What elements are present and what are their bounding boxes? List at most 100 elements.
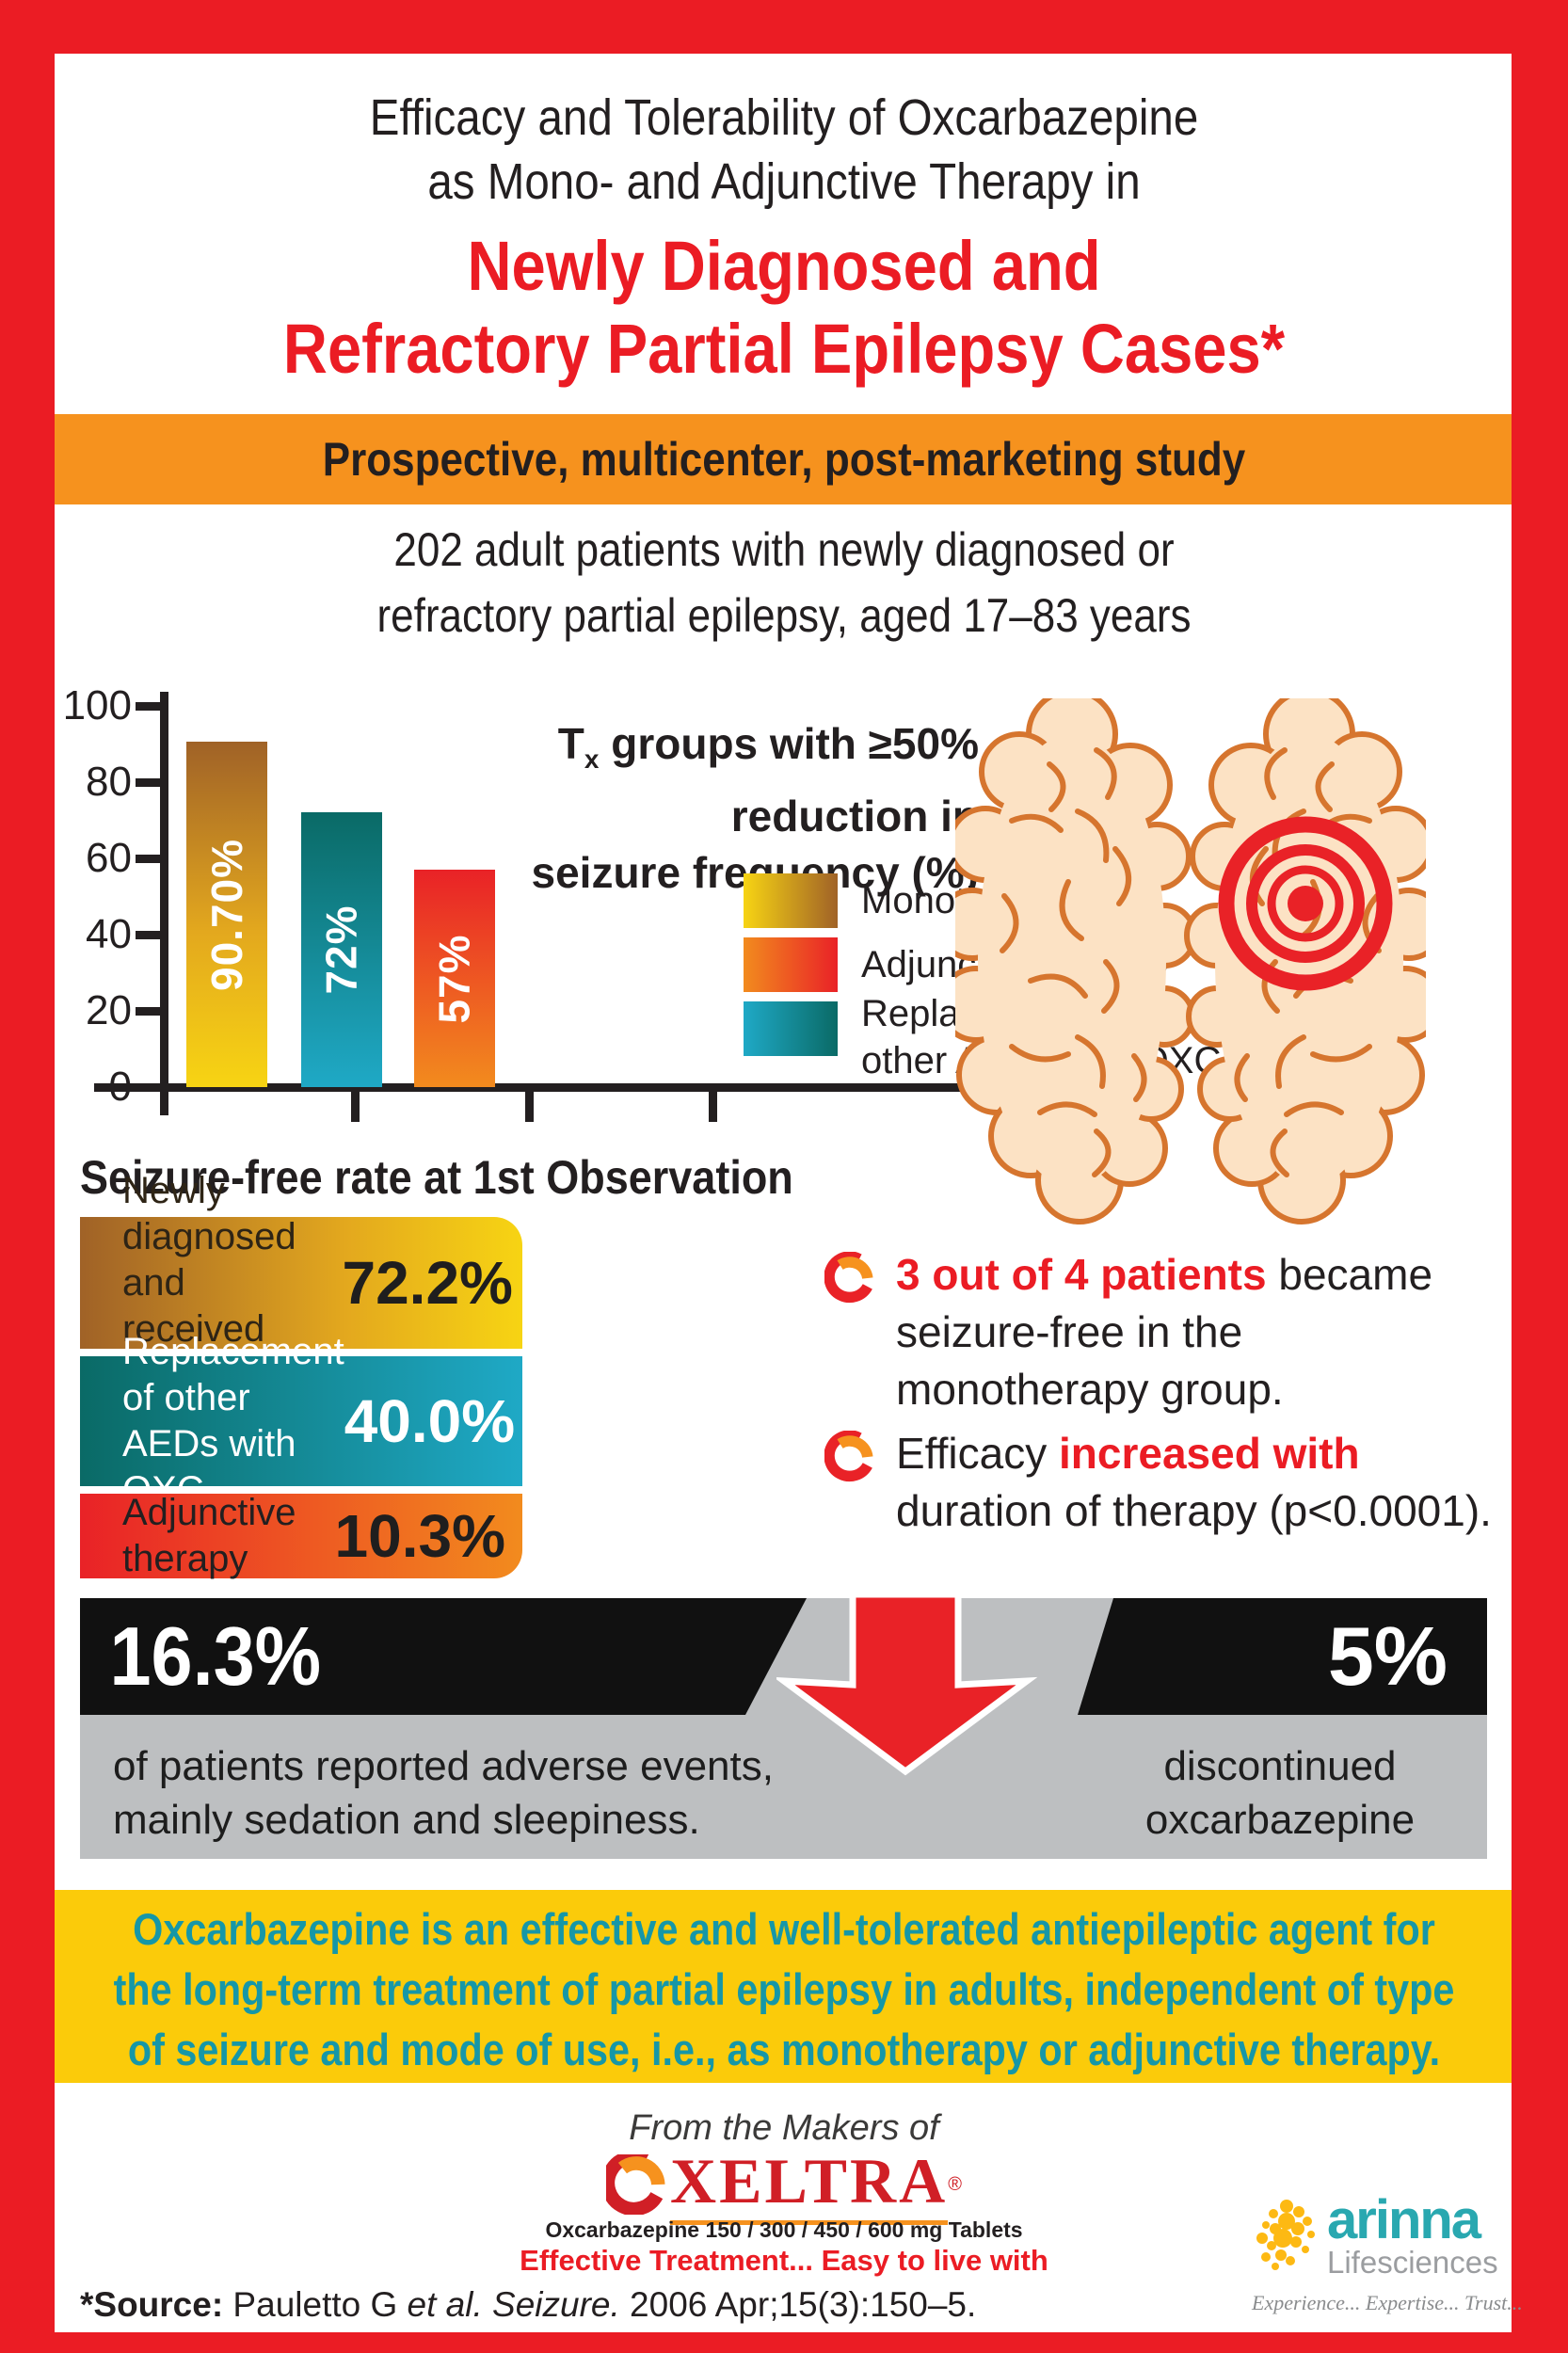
title-red-2-wrap: Refractory Partial Epilepsy Cases* — [0, 309, 1568, 390]
chart-title-line-1: Tx groups with ≥50% reduction in — [358, 715, 979, 844]
y-tick-20 — [136, 1007, 160, 1016]
source-italic: et al. Seizure. — [407, 2285, 620, 2324]
bar-replacement-value: 72% — [317, 904, 367, 995]
legend-chip-monotherapy — [744, 873, 838, 928]
seizure-free-heading: Seizure-free rate at 1st Observation — [80, 1151, 793, 1204]
y-tick-80 — [136, 778, 160, 787]
title-red-line-1: Newly Diagnosed and — [467, 227, 1101, 305]
x-tick-3 — [709, 1092, 717, 1122]
y-tick-40 — [136, 931, 160, 939]
oxeltra-swirl-o-icon — [606, 2154, 665, 2215]
adverse-right-banner: 5% — [1078, 1598, 1487, 1715]
page-title: Efficacy and Tolerability of Oxcarbazepi… — [0, 87, 1568, 149]
row-replacement-label-line1: Replacement of other — [122, 1331, 344, 1418]
adverse-left-pct: 16.3% — [109, 1609, 322, 1703]
registered-mark: ® — [948, 2173, 962, 2195]
population-line-2: refractory partial epilepsy, aged 17–83 … — [376, 589, 1192, 642]
y-label-100: 100 — [62, 682, 132, 728]
seizure-free-row-adjunctive: Adjunctive therapy 10.3% — [80, 1492, 522, 1579]
conclusion-text: Oxcarbazepine is an effective and well-t… — [0, 1899, 1568, 2080]
bullet-efficacy-duration: Efficacy increased with duration of ther… — [896, 1425, 1503, 1540]
x-tick-1 — [351, 1092, 360, 1122]
chart-title: Tx groups with ≥50% reduction in seizure… — [358, 715, 979, 901]
y-label-60: 60 — [86, 835, 132, 881]
arinna-logo-row: arinna Lifesciences — [1252, 2189, 1504, 2281]
adverse-left-banner: 16.3% — [80, 1598, 807, 1715]
title-line-1: Efficacy and Tolerability of Oxcarbazepi… — [369, 89, 1199, 146]
oxeltra-logo: XELTRA ® — [0, 2144, 1568, 2225]
seizure-focus-target-icon — [1218, 816, 1393, 991]
row-adjunctive-value: 10.3% — [334, 1502, 505, 1570]
row-monotherapy-value: 72.2% — [342, 1249, 513, 1317]
study-banner: Prospective, multicenter, post-marketing… — [55, 414, 1512, 504]
source-prefix: *Source: — [80, 2285, 224, 2324]
arinna-slogan: Experience... Expertise... Trust... — [1252, 2291, 1523, 2314]
title-red-line-2: Refractory Partial Epilepsy Cases* — [282, 310, 1286, 388]
adverse-left-caption-line2: mainly sedation and sleepiness. — [113, 1797, 700, 1843]
bar-replacement: 72% — [301, 812, 382, 1087]
bar-monotherapy: 90.70% — [186, 742, 267, 1087]
bullet2-pre-text: Efficacy — [896, 1429, 1059, 1478]
adverse-left-caption: of patients reported adverse events, mai… — [113, 1739, 791, 1847]
arinna-wordmark-block: arinna Lifesciences — [1327, 2189, 1498, 2280]
ring-bullet-icon — [824, 1431, 873, 1482]
y-axis-line — [160, 692, 168, 1115]
bullet1-rest-text: became seizure-free in the monotherapy g… — [896, 1250, 1433, 1414]
legend-chip-adjunctive — [744, 937, 838, 992]
population-line-1-wrap: 202 adult patients with newly diagnosed … — [0, 520, 1568, 580]
x-axis-line — [94, 1083, 960, 1092]
oxeltra-tagline: Effective Treatment... Easy to live with — [520, 2244, 1048, 2277]
source-mid: Pauletto G — [223, 2285, 408, 2324]
seizure-free-row-replacement: Replacement of other AEDs with OXC 40.0% — [80, 1331, 522, 1511]
population-line-2-wrap: refractory partial epilepsy, aged 17–83 … — [0, 585, 1568, 646]
arinna-name: arinna — [1327, 2189, 1481, 2250]
bar-adjunctive: 57% — [414, 870, 495, 1087]
row-monotherapy-label-line1: Newly diagnosed and — [122, 1169, 296, 1304]
adverse-right-caption-line1: discontinued — [1163, 1743, 1397, 1789]
title-line-2: as Mono- and Adjunctive Therapy in — [427, 153, 1141, 210]
conclusion-line-2: the long-term treatment of partial epile… — [113, 1964, 1455, 2014]
ring-bullet-icon — [824, 1252, 873, 1304]
row-adjunctive-label: Adjunctive therapy — [122, 1492, 296, 1579]
bullet2-red-text: increased with — [1059, 1429, 1360, 1478]
y-label-40: 40 — [86, 911, 132, 957]
study-banner-text: Prospective, multicenter, post-marketing… — [322, 433, 1246, 486]
chart-title-T: T — [557, 719, 584, 768]
adverse-right-caption-line2: oxcarbazepine — [1144, 1797, 1416, 1843]
y-label-20: 20 — [86, 987, 132, 1033]
adverse-left-caption-line1: of patients reported adverse events, — [113, 1743, 774, 1789]
y-tick-100 — [136, 702, 160, 711]
bar-monotherapy-value: 90.70% — [202, 838, 252, 991]
bullet-monotherapy-result: 3 out of 4 patients became seizure-free … — [896, 1246, 1503, 1418]
conclusion-line-1: Oxcarbazepine is an effective and well-t… — [133, 1904, 1435, 1954]
arinna-sunburst-icon — [1256, 2200, 1315, 2270]
row-replacement-label: Replacement of other AEDs with OXC — [80, 1329, 344, 1513]
y-label-0: 0 — [108, 1064, 132, 1110]
oxeltra-dosage-text: Oxcarbazepine 150 / 300 / 450 / 600 mg T… — [545, 2217, 1023, 2242]
source-citation: *Source: Pauletto G et al. Seizure. 2006… — [80, 2285, 976, 2325]
bullet2-post-text: duration of therapy (p<0.0001). — [896, 1486, 1492, 1535]
conclusion-banner: Oxcarbazepine is an effective and well-t… — [55, 1890, 1512, 2083]
bar-adjunctive-value: 57% — [430, 933, 480, 1024]
oxeltra-logo-row: XELTRA ® — [606, 2144, 962, 2225]
oxeltra-letters: XELTRA — [670, 2145, 949, 2217]
chart-title-rest: groups with ≥50% reduction in — [599, 719, 979, 840]
brain-illustration — [955, 698, 1426, 1230]
population-line-1: 202 adult patients with newly diagnosed … — [393, 523, 1175, 576]
legend-chip-replacement — [744, 1001, 838, 1056]
makers-text: From the Makers of — [629, 2108, 939, 2148]
adverse-right-pct: 5% — [1327, 1609, 1448, 1703]
y-label-80: 80 — [86, 759, 132, 805]
oxeltra-wordmark: XELTRA — [670, 2144, 949, 2225]
bullet1-red-text: 3 out of 4 patients — [896, 1250, 1267, 1299]
title-red-1-wrap: Newly Diagnosed and — [0, 226, 1568, 307]
conclusion-line-3: of seizure and mode of use, i.e., as mon… — [127, 2025, 1441, 2074]
brain-left-hemisphere — [955, 698, 1194, 1222]
arinna-sub: Lifesciences — [1327, 2245, 1498, 2280]
down-arrow-icon — [776, 1594, 1038, 1776]
arinna-logo: arinna Lifesciences Experience... Expert… — [1252, 2189, 1523, 2315]
title-line-2-wrap: as Mono- and Adjunctive Therapy in — [0, 151, 1568, 213]
source-end: 2006 Apr;15(3):150–5. — [619, 2285, 977, 2324]
adverse-right-caption: discontinued oxcarbazepine — [1082, 1739, 1478, 1847]
